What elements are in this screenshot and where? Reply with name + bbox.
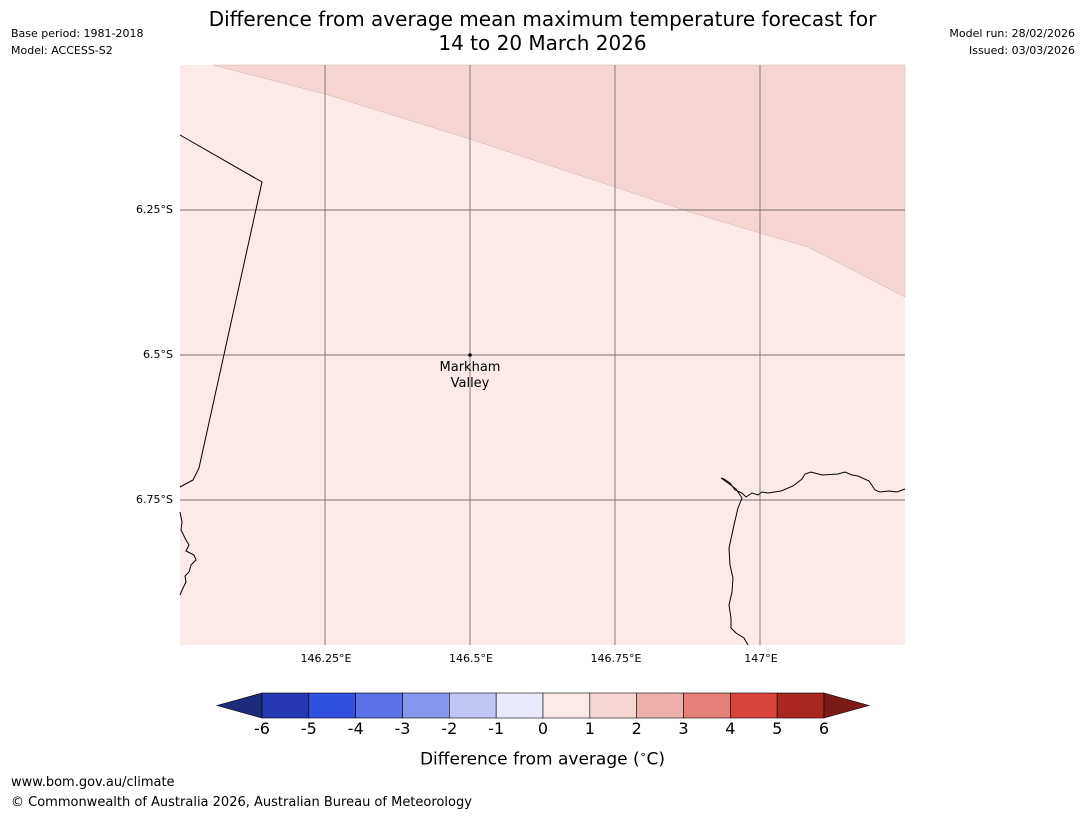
degree-symbol: ∘ bbox=[639, 748, 647, 761]
base-period-text: Base period: 1981-2018 bbox=[11, 27, 144, 40]
title-line-2: 14 to 20 March 2026 bbox=[438, 31, 647, 55]
colorbar-label: Difference from average (∘C) bbox=[0, 748, 1085, 770]
colorbar-tick-label: -2 bbox=[441, 719, 458, 738]
lon-label-147: 147°E bbox=[744, 652, 778, 665]
lon-label-146-75: 146.75°E bbox=[590, 652, 642, 665]
colorbar-tick-label: 1 bbox=[584, 719, 595, 738]
issued-text: Issued: 03/03/2026 bbox=[968, 44, 1075, 57]
colorbar-tick-label: -5 bbox=[300, 719, 317, 738]
coastline-south-east bbox=[720, 471, 906, 646]
colorbar-tick-label: 5 bbox=[772, 719, 783, 738]
footer-url: www.bom.gov.au/climate bbox=[11, 775, 175, 790]
title-line-1: Difference from average mean maximum tem… bbox=[208, 7, 877, 31]
colorbar-tick-label: -3 bbox=[394, 719, 411, 738]
place-label-line-2: Valley bbox=[450, 376, 490, 391]
place-label: Markham Valley bbox=[420, 360, 520, 392]
model-text: Model: ACCESS-S2 bbox=[11, 44, 113, 57]
map-title: Difference from average mean maximum tem… bbox=[0, 7, 1085, 55]
colorbar-tick-label: -1 bbox=[488, 719, 505, 738]
place-label-line-1: Markham bbox=[439, 360, 501, 375]
lat-label-6-75: 6.75°S bbox=[136, 493, 173, 506]
model-run-text: Model run: 28/02/2026 bbox=[949, 27, 1075, 40]
colorbar-tick-label: 3 bbox=[678, 719, 689, 738]
border-line bbox=[179, 134, 263, 488]
coastline-west bbox=[179, 511, 197, 596]
lat-label-6-5: 6.5°S bbox=[143, 348, 173, 361]
colorbar-tick-label: 2 bbox=[631, 719, 642, 738]
colorbar-tick-label: -4 bbox=[347, 719, 364, 738]
colorbar-tick-label: 4 bbox=[725, 719, 736, 738]
colorbar-tick-label: 6 bbox=[818, 719, 830, 738]
markham-valley-marker bbox=[468, 353, 472, 357]
colorbar-label-text: Difference from average ( bbox=[419, 749, 640, 770]
colorbar-tick-label: -6 bbox=[254, 719, 270, 738]
lon-label-146-5: 146.5°E bbox=[449, 652, 493, 665]
footer-copyright: © Commonwealth of Australia 2026, Austra… bbox=[11, 795, 472, 810]
colorbar-tick-label: 0 bbox=[537, 719, 549, 738]
lat-label-6-25: 6.25°S bbox=[136, 203, 173, 216]
map-band-1-2 bbox=[212, 64, 906, 298]
lon-label-146-25: 146.25°E bbox=[300, 652, 352, 665]
graticule bbox=[180, 65, 905, 645]
colorbar-label-unit: C) bbox=[646, 749, 666, 770]
colorbar-tick-labels: -6 -5 -4 -3 -2 -1 0 1 2 3 4 5 6 bbox=[0, 719, 1085, 741]
